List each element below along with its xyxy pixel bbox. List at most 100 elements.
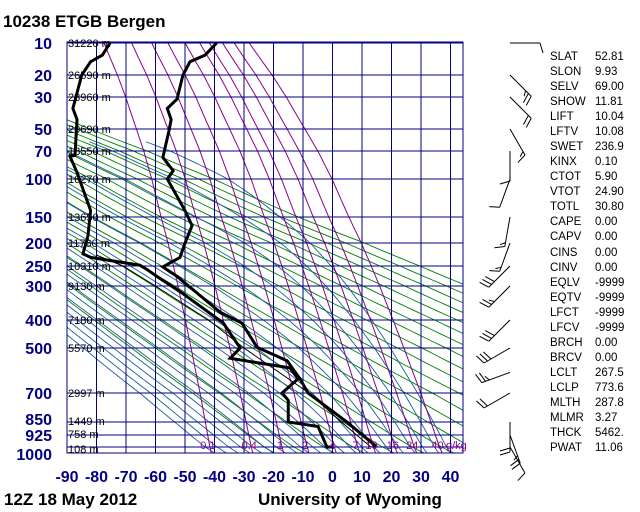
wind-barb xyxy=(489,242,511,272)
index-name: LIFT xyxy=(550,111,574,124)
wind-barb-flag xyxy=(525,117,532,128)
height-label: 13650 m xyxy=(68,212,111,224)
dry-adiabat xyxy=(67,231,425,453)
mixing-ratio-label: 2 xyxy=(302,440,308,452)
temperature-tick-label: -80 xyxy=(85,469,108,486)
wind-barb-staff xyxy=(504,216,511,247)
wind-barb-flag xyxy=(517,154,526,163)
index-row-lift: LIFT 10.04 xyxy=(550,111,624,124)
wind-barb-staff xyxy=(509,96,532,119)
mixing-ratio-label: 4 xyxy=(329,440,335,452)
wind-barb-staff xyxy=(483,347,511,364)
mixing-ratio-line xyxy=(131,42,254,453)
index-name: VTOT xyxy=(550,186,581,199)
pressure-tick-label: 50 xyxy=(34,122,52,139)
wind-barb-flag xyxy=(525,95,532,106)
moist-adiabat xyxy=(67,318,239,453)
index-name: PWAT xyxy=(550,442,582,455)
dry-adiabat xyxy=(67,124,463,294)
pressure-tick-label: 70 xyxy=(34,144,52,161)
index-row-swet: SWET 236.9 xyxy=(550,141,624,154)
moist-adiabat xyxy=(67,237,357,453)
wind-barb-flag xyxy=(499,451,511,456)
index-value: 24.90 xyxy=(595,186,624,199)
temperature-tick-label: -70 xyxy=(114,469,137,486)
wind-barb-staff xyxy=(481,371,511,384)
wind-barb xyxy=(489,178,511,208)
pressure-tick-label: 100 xyxy=(25,172,52,189)
temperature-tick-label: 40 xyxy=(442,469,460,486)
index-name: SWET xyxy=(550,141,584,154)
moist-adiabat xyxy=(67,215,381,453)
index-row-lclt: LCLT 267.5 xyxy=(550,367,624,380)
dewpoint-line xyxy=(67,42,333,449)
index-name: LFCT xyxy=(550,306,579,319)
moist-adiabat xyxy=(67,311,251,453)
index-row-selv: SELV 69.00 xyxy=(550,81,624,94)
plot-frame xyxy=(66,41,464,454)
index-value: 52.81 xyxy=(595,51,624,63)
wind-barb-flag xyxy=(517,472,526,481)
wind-barb-flag xyxy=(511,462,521,470)
temperature-line xyxy=(160,42,378,449)
moist-adiabat xyxy=(67,281,298,453)
wind-barb xyxy=(510,42,544,54)
index-name: BRCV xyxy=(550,351,582,364)
wind-barb-staff xyxy=(499,242,511,272)
index-value: 0.00 xyxy=(595,336,618,349)
wind-barb-staff xyxy=(488,285,511,308)
observation-time: 12Z 18 May 2012 xyxy=(4,490,138,509)
index-value: 3.27 xyxy=(595,411,618,424)
height-label: 2997 m xyxy=(68,388,105,400)
index-value: 0.00 xyxy=(595,351,618,364)
wind-barb xyxy=(499,422,511,456)
index-value: 30.80 xyxy=(595,201,624,214)
wind-barb-flag xyxy=(479,301,490,308)
temperature-tick-label: 20 xyxy=(383,469,401,486)
wind-barb-flag xyxy=(484,375,490,381)
wind-barb xyxy=(509,446,526,481)
index-value: 0.00 xyxy=(595,246,618,259)
index-row-vtot: VTOT 24.90 xyxy=(550,186,624,199)
pressure-tick-label: 500 xyxy=(25,341,52,358)
index-value: -9999 xyxy=(595,276,625,289)
temperature-tick-label: -30 xyxy=(232,469,255,486)
wind-barb-flag xyxy=(522,93,529,103)
index-name: CINV xyxy=(550,261,578,274)
index-name: KINX xyxy=(550,156,577,169)
temperature-tick-label: -90 xyxy=(55,469,78,486)
index-name: CAPV xyxy=(550,231,582,244)
moist-adiabat xyxy=(67,289,286,453)
dry-adiabat xyxy=(67,182,463,396)
mixing-ratio-label: 16 xyxy=(387,440,399,452)
index-value: 236.9 xyxy=(595,141,624,154)
wind-barb-flag xyxy=(479,281,490,288)
wind-barb-flag xyxy=(479,353,488,362)
temperature-tick-label: -50 xyxy=(173,469,196,486)
mixing-ratio-unit: g/kg xyxy=(446,440,467,452)
index-row-cinv: CINV 0.00 xyxy=(550,262,617,275)
index-name: SELV xyxy=(550,81,579,94)
wind-barb-flag xyxy=(519,151,524,157)
wind-barb xyxy=(476,347,511,364)
wind-barb-flag xyxy=(485,276,495,282)
pressure-tick-label: 925 xyxy=(25,428,52,445)
mixing-ratio-label: 1 xyxy=(277,440,283,452)
wind-barb xyxy=(509,74,532,106)
mixing-ratio-line xyxy=(233,42,418,453)
dry-adiabat xyxy=(67,145,463,334)
temperature-tick-label: 0 xyxy=(328,469,337,486)
index-row-mlmr: MLMR 3.27 xyxy=(550,412,617,425)
index-name: LFCV xyxy=(550,321,580,334)
wind-barb-staff xyxy=(509,74,532,97)
dry-adiabat xyxy=(67,255,365,453)
mixing-ratio-label: 7 xyxy=(353,440,359,452)
index-name: BRCH xyxy=(550,336,583,349)
temperature-tick-label: -10 xyxy=(291,469,314,486)
index-row-kinx: KINX 0.10 xyxy=(550,156,617,169)
dry-adiabat xyxy=(67,201,463,427)
wind-barb xyxy=(476,392,511,409)
dry-adiabat xyxy=(67,166,463,370)
moist-adiabat xyxy=(67,273,310,453)
